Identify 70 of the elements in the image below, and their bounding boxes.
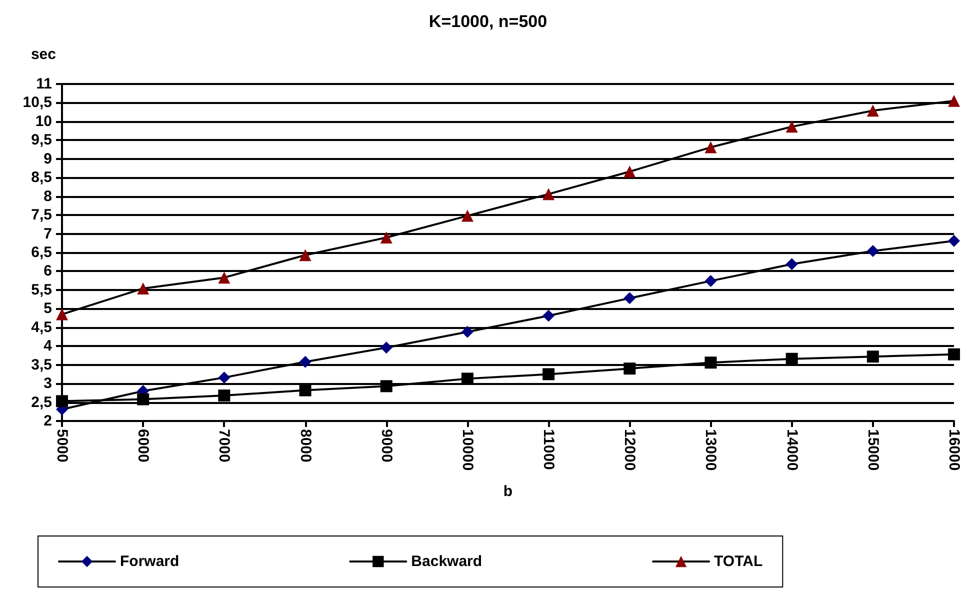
y-tick-label: 7,5: [31, 206, 52, 224]
point: [137, 282, 150, 294]
point: [461, 326, 474, 338]
y-tick-label: 10: [35, 112, 52, 130]
point: [786, 258, 798, 270]
y-tick-label: 9: [44, 150, 52, 168]
legend-label: TOTAL: [714, 553, 763, 570]
y-tick-label: 4: [44, 338, 53, 355]
y-tick-label: 4,5: [31, 318, 52, 336]
point: [948, 94, 960, 107]
y-tick-label: 3,5: [31, 356, 52, 374]
point: [218, 372, 230, 384]
point: [299, 356, 312, 368]
point: [866, 350, 879, 363]
y-tick-label: 9,5: [31, 132, 52, 149]
y-tick-label: 5: [44, 300, 52, 318]
point: [380, 232, 392, 244]
y-tick-label: 6,5: [31, 244, 52, 261]
point: [137, 393, 150, 406]
point: [56, 308, 68, 320]
x-tick-label: 11000: [540, 429, 558, 470]
x-tick-label: 10000: [458, 429, 476, 471]
point: [380, 342, 392, 354]
point: [218, 272, 230, 284]
chart-title: K=1000, n=500: [428, 12, 548, 31]
point: [786, 352, 798, 365]
y-axis-title: sec: [30, 46, 56, 63]
x-tick-label: 7000: [216, 429, 233, 462]
point: [704, 356, 717, 369]
x-axis-title: b: [503, 483, 513, 500]
y-tick-label: 3: [44, 375, 52, 392]
y-tick-label: 6: [44, 262, 52, 280]
point: [542, 368, 555, 380]
x-tick-label: 14000: [783, 429, 800, 471]
point: [704, 141, 717, 154]
point: [542, 310, 555, 322]
point: [542, 188, 555, 200]
x-tick-label: 15000: [864, 429, 882, 471]
point: [56, 395, 68, 408]
point: [948, 234, 960, 247]
point: [624, 292, 636, 304]
point: [218, 390, 230, 402]
x-tick-label: 12000: [621, 429, 638, 471]
y-tick-label: 5,5: [31, 281, 52, 298]
x-tick-label: 8000: [296, 429, 314, 462]
y-tick-label: 2,5: [31, 394, 52, 411]
y-tick-label: 8: [44, 188, 52, 205]
point: [704, 274, 717, 287]
point: [786, 120, 798, 133]
point: [299, 249, 312, 262]
point: [866, 245, 879, 257]
x-tick-label: 5000: [54, 429, 70, 462]
x-tick-label: 6000: [134, 429, 152, 462]
x-tick-label: 9000: [378, 429, 395, 462]
x-tick-label: 16000: [946, 429, 962, 471]
point: [624, 166, 636, 178]
point: [380, 380, 392, 392]
y-tick-label: 8,5: [31, 169, 52, 186]
y-tick-label: 11: [36, 76, 52, 92]
point: [624, 362, 636, 375]
legend-label: Backward: [411, 553, 482, 570]
x-tick-label: 13000: [702, 429, 720, 471]
y-tick-label: 2: [44, 412, 52, 430]
point: [948, 348, 960, 360]
point: [299, 384, 312, 396]
y-tick-label: 7: [44, 225, 52, 242]
point: [866, 104, 879, 117]
point: [461, 210, 474, 222]
y-tick-label: 10,5: [22, 94, 52, 112]
legend-label: Forward: [120, 553, 180, 570]
